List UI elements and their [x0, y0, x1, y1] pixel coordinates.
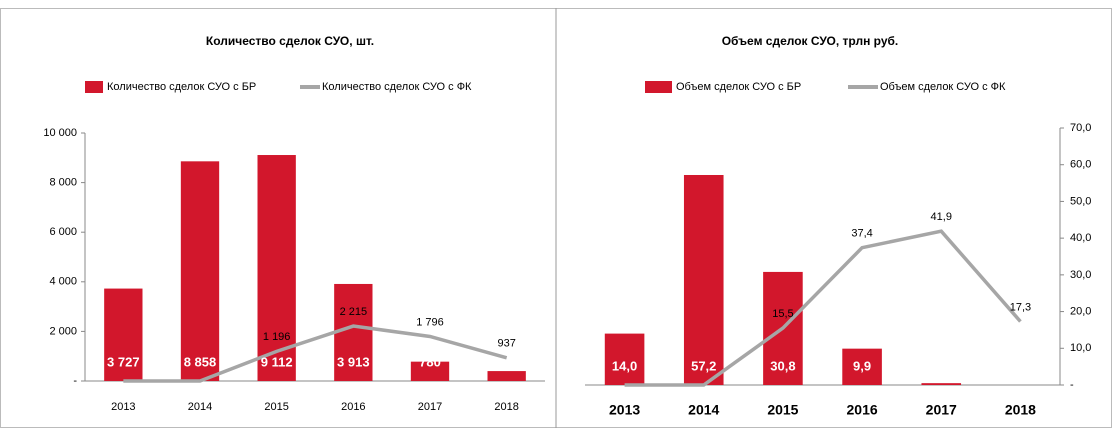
x-tick-label: 2016 — [341, 401, 365, 413]
y-tick-label: 70,0 — [1070, 122, 1091, 134]
line — [123, 324, 508, 383]
y-tick-label: 50,0 — [1070, 195, 1091, 207]
y-tick-label: 20,0 — [1070, 305, 1091, 317]
bar-label: 14,0 — [612, 358, 637, 373]
x-tick-label: 2015 — [767, 402, 798, 418]
bar-label: 3 727 — [107, 354, 140, 369]
y-tick-label: - — [1070, 379, 1074, 391]
x-tick-label: 2014 — [188, 401, 212, 413]
line-label: 2 215 — [340, 306, 368, 318]
x-tick-label: 2014 — [688, 402, 719, 418]
line-label: 15,5 — [772, 308, 793, 320]
bar-label: 30,8 — [770, 358, 795, 373]
y-tick-label: 10 000 — [43, 127, 77, 139]
x-tick-label: 2017 — [418, 401, 442, 413]
bar — [604, 333, 645, 385]
y-tick-label: - — [73, 375, 77, 387]
bar-label: 57,2 — [691, 358, 716, 373]
y-tick-label: 6 000 — [49, 226, 77, 238]
bar-label: 8 858 — [184, 354, 217, 369]
legend-label: Объем сделок СУО с БР — [676, 81, 801, 93]
line — [624, 229, 1022, 387]
legend-label: Количество сделок СУО с ФК — [322, 81, 472, 93]
bar — [683, 174, 724, 385]
legend-label: Количество сделок СУО с БР — [107, 81, 256, 93]
y-tick-label: 40,0 — [1070, 232, 1091, 244]
bar — [334, 283, 373, 381]
chart-title: Объем сделок СУО, трлн руб. — [722, 34, 899, 48]
legend-swatch — [645, 81, 672, 93]
line-label: 1 796 — [416, 316, 444, 328]
line-label: 1 196 — [263, 331, 291, 343]
y-tick-label: 10,0 — [1070, 342, 1091, 354]
line-label: 37,4 — [851, 228, 872, 240]
x-tick-label: 2018 — [1005, 402, 1036, 418]
x-tick-label: 2016 — [847, 402, 878, 418]
bar — [180, 161, 220, 381]
line-label: 937 — [497, 338, 515, 350]
x-tick-label: 2013 — [609, 402, 640, 418]
x-tick-label: 2018 — [494, 401, 518, 413]
legend-swatch — [85, 81, 103, 93]
legend-label: Объем сделок СУО с ФК — [880, 81, 1006, 93]
line-label: 17,3 — [1010, 301, 1031, 313]
line-label: 41,9 — [931, 211, 952, 223]
bar — [921, 383, 962, 385]
bar — [842, 348, 882, 385]
bar — [487, 371, 526, 381]
y-tick-label: 30,0 — [1070, 269, 1091, 281]
y-tick-label: 4 000 — [49, 276, 77, 288]
bar-label: 3 913 — [337, 354, 370, 369]
bar-label: 9 112 — [261, 354, 293, 369]
bar-label: 9,9 — [853, 358, 871, 373]
bar — [257, 155, 296, 381]
bar — [410, 361, 450, 381]
y-tick-label: 2 000 — [49, 325, 77, 337]
chart-title: Количество сделок СУО, шт. — [206, 34, 374, 48]
y-tick-label: 60,0 — [1070, 159, 1091, 171]
bar — [104, 288, 143, 381]
x-tick-label: 2015 — [264, 401, 288, 413]
bar-label: 780 — [419, 354, 441, 369]
x-tick-label: 2017 — [926, 402, 957, 418]
y-tick-label: 8 000 — [49, 177, 77, 189]
x-tick-label: 2013 — [111, 401, 135, 413]
